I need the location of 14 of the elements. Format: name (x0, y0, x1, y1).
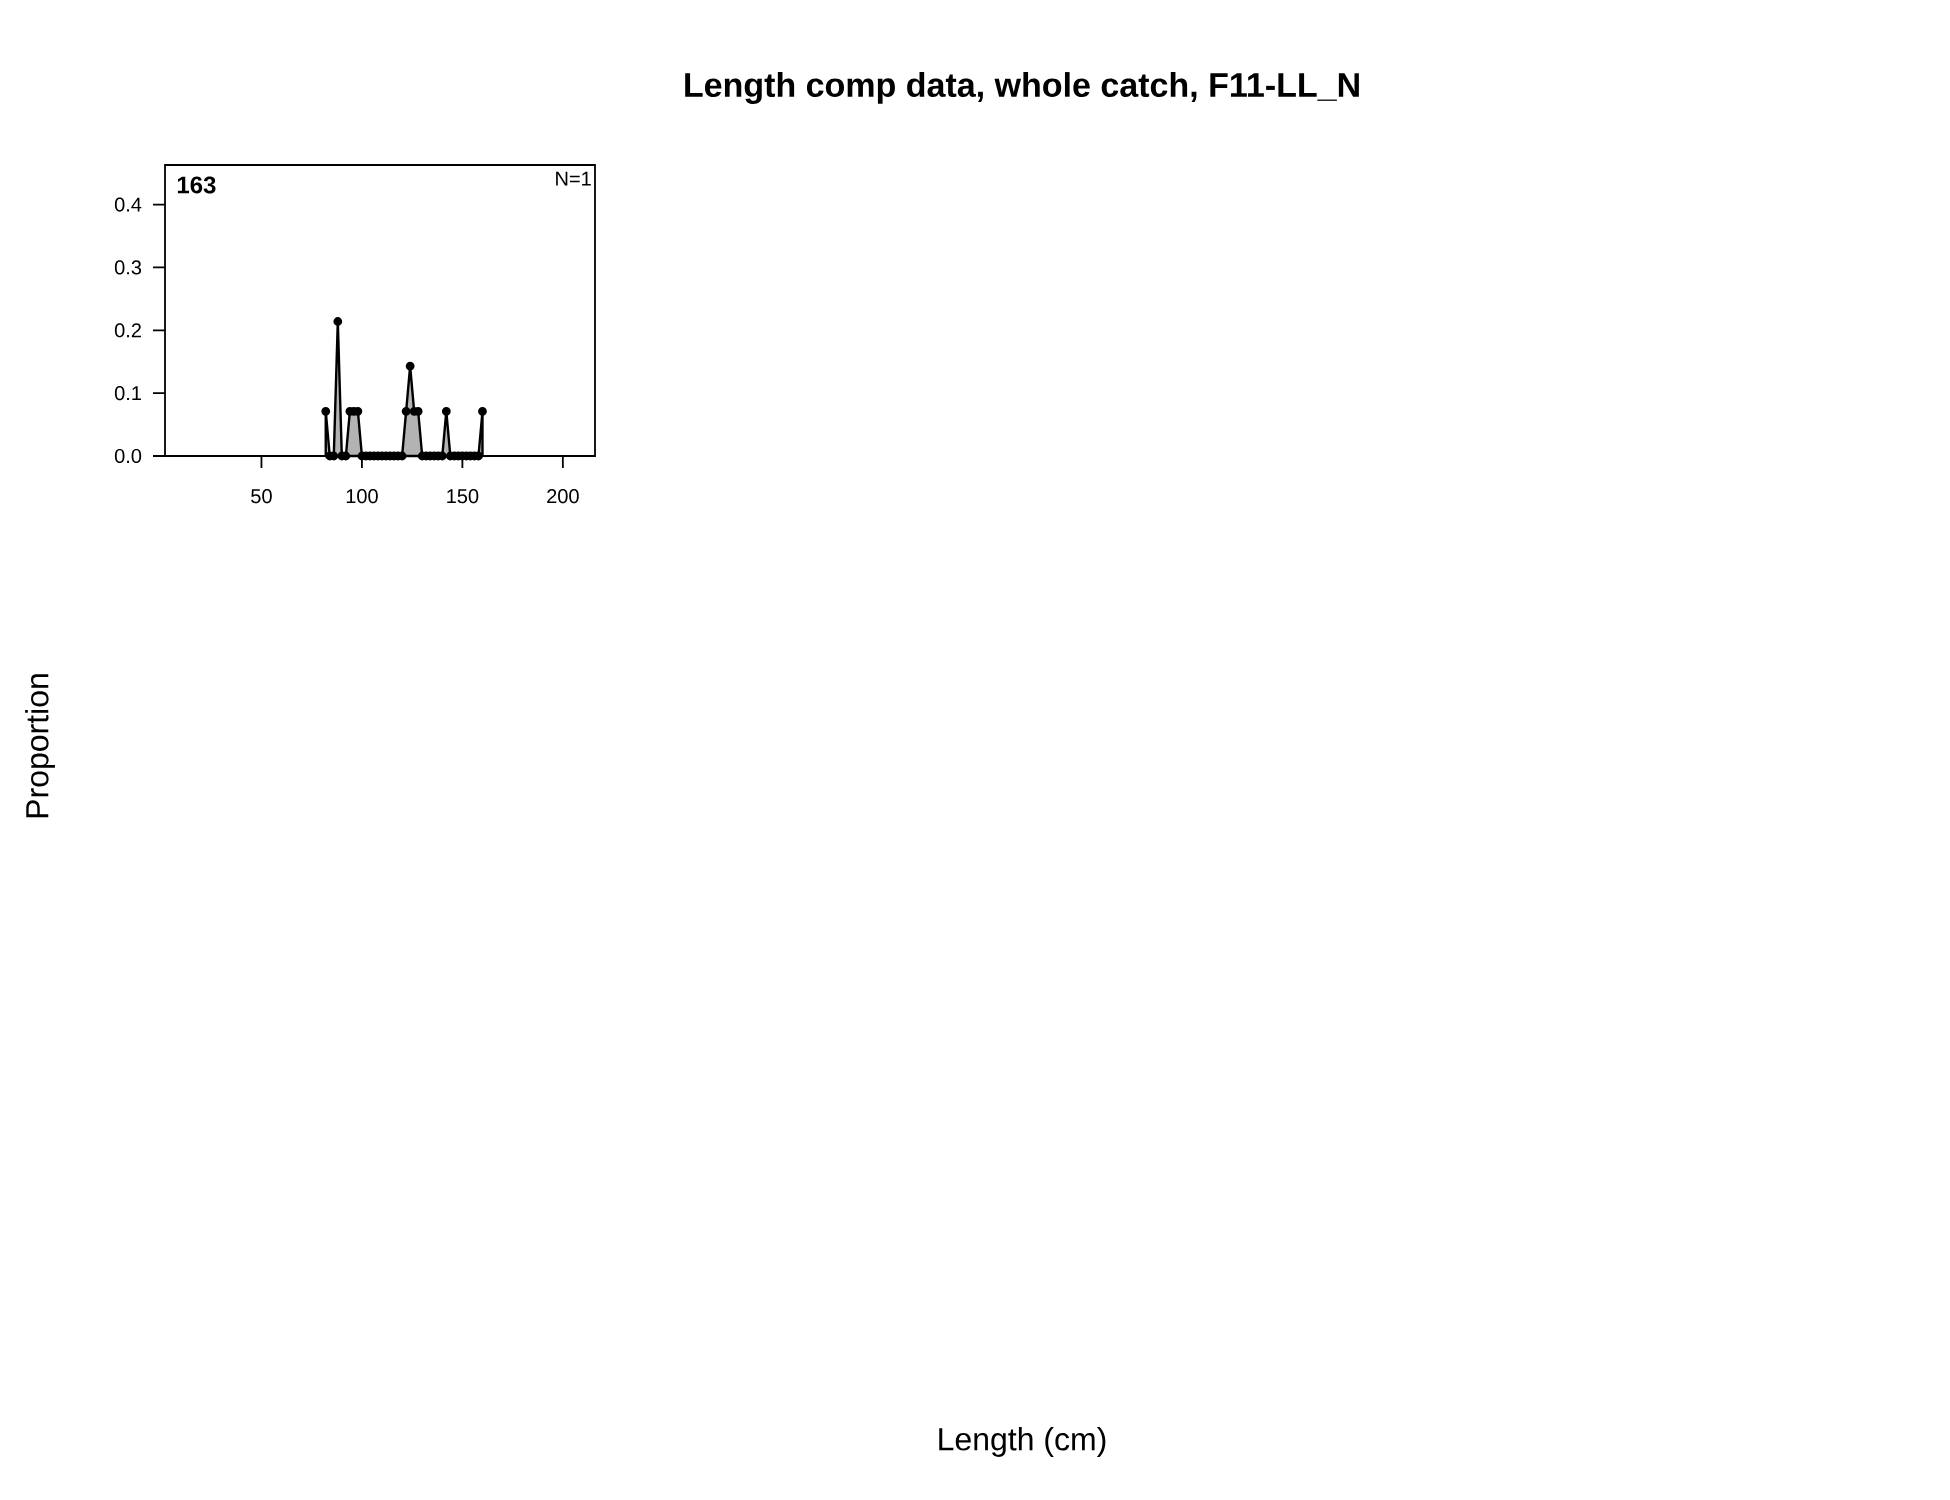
annotation: N=1 (556, 171, 591, 186)
y-tick-label: 0.2 (114, 323, 141, 338)
y-tick-label: 0.1 (114, 386, 141, 401)
y-tick-label: 0.3 (114, 260, 142, 275)
x-tick-label: 200 (547, 489, 579, 504)
y-tick-label: 0.4 (114, 197, 142, 212)
text: Length comp data, whole catch, F11-LL_N (685, 72, 1359, 104)
x-tick-label: 50 (251, 489, 272, 504)
text: Proportion (25, 674, 55, 818)
x-tick-label: 150 (447, 489, 479, 504)
x-tick-label: 100 (346, 489, 378, 504)
y-tick-label: 0.0 (114, 448, 142, 464)
text: Length (cm) (939, 1427, 1106, 1457)
annotation: 163 (177, 176, 216, 194)
